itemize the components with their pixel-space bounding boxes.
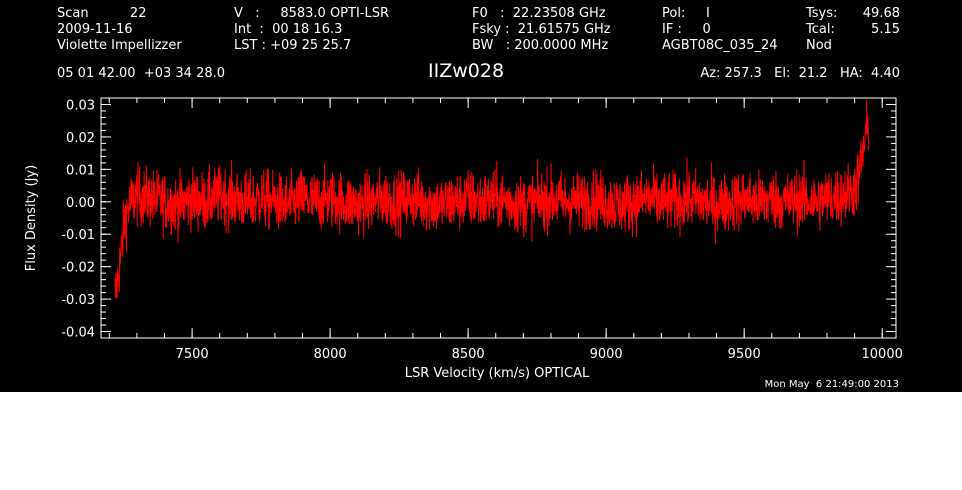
tsys-value: 49.68 — [862, 6, 900, 21]
tcal-value: 5.15 — [871, 22, 900, 37]
y-tick-label: 0.02 — [66, 131, 95, 146]
date-label: 2009-11-16 — [57, 22, 133, 37]
x-tick-label: 10000 — [862, 347, 903, 362]
x-tick-label: 9000 — [590, 347, 623, 362]
axis-ticks — [101, 97, 896, 339]
velocity-label: V : 8583.0 OPTI-LSR — [234, 6, 390, 21]
x-tick-label: 7500 — [176, 347, 209, 362]
x-tick-label: 9500 — [728, 347, 761, 362]
y-tick-label: -0.01 — [61, 228, 95, 243]
plot-window: Scan 22 2009-11-16 Violette Impellizzer … — [0, 0, 962, 392]
coordinates-label: 05 01 42.00 +03 34 28.0 — [57, 66, 226, 81]
y-tick-labels: -0.04 -0.03 -0.02 -0.01 0.00 0.01 0.02 0.03 — [61, 98, 95, 340]
y-tick-label: -0.04 — [61, 326, 95, 341]
polarization-label: Pol: I — [662, 6, 710, 21]
timestamp: Mon May 6 21:49:00 2013 — [764, 379, 899, 390]
project-label: AGBT08C_035_24 — [662, 38, 778, 53]
x-tick-labels: 7500 8000 8500 9000 9500 10000 — [176, 347, 903, 362]
f0-label: F0 : 22.23508 GHz — [472, 6, 606, 21]
tsys-label: Tsys: — [806, 6, 838, 21]
x-tick-label: 8000 — [314, 347, 347, 362]
spectrum-chart: -0.04 -0.03 -0.02 -0.01 0.00 0.01 0.02 0.03 750… — [24, 97, 903, 381]
y-tick-label: 0.00 — [66, 196, 95, 211]
x-axis-label: LSR Velocity (km/s) OPTICAL — [405, 366, 590, 381]
lst-label: LST : +09 25 25.7 — [234, 38, 352, 53]
bandwidth-label: BW : 200.0000 MHz — [472, 38, 609, 53]
az-el-ha-label: Az: 257.3 El: 21.2 HA: 4.40 — [700, 66, 900, 81]
y-axis-label: Flux Density (Jy) — [24, 165, 39, 271]
observer-label: Violette Impellizzer — [57, 38, 182, 53]
x-tick-label: 8500 — [452, 347, 485, 362]
plot-frame — [100, 97, 897, 339]
integration-label: Int : 00 18 16.3 — [234, 22, 343, 37]
spectrum-line — [114, 100, 869, 299]
tcal-label: Tcal: — [806, 22, 835, 37]
if-label: IF : 0 — [662, 22, 711, 37]
fsky-label: Fsky : 21.61575 GHz — [472, 22, 611, 37]
spectrum-trace — [114, 100, 869, 299]
y-tick-label: 0.01 — [66, 163, 95, 178]
source-name: IIZw028 — [428, 60, 505, 82]
y-tick-label: -0.03 — [61, 293, 95, 308]
scan-label: Scan 22 — [57, 6, 147, 21]
y-tick-label: -0.02 — [61, 261, 95, 276]
nod-label: Nod — [806, 38, 832, 53]
y-tick-label: 0.03 — [66, 98, 95, 113]
